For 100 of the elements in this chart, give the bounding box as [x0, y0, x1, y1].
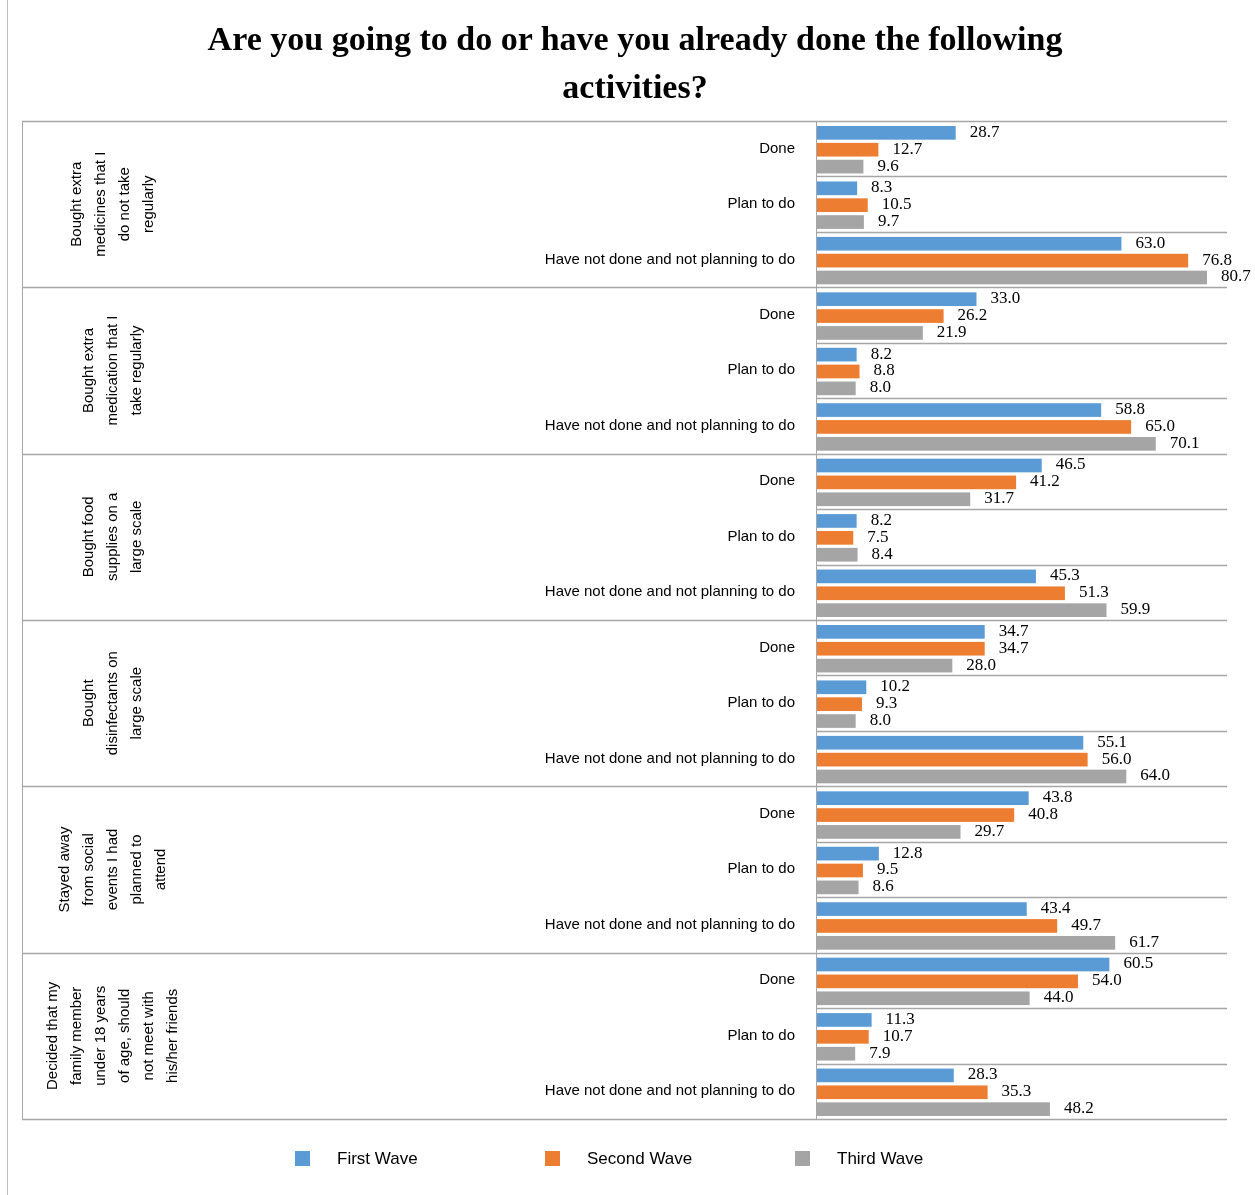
data-label: 44.0 [1043, 987, 1074, 1007]
bar [817, 458, 1042, 473]
bar [817, 403, 1102, 417]
chart-title: Are you going to do or have you already done the following activities? [207, 20, 1063, 105]
data-label: 8.8 [873, 360, 895, 380]
data-label: 7.9 [869, 1042, 891, 1062]
bar [817, 902, 1027, 916]
data-label: 70.1 [1169, 432, 1200, 452]
data-label: 8.6 [872, 876, 894, 896]
data-label: 26.2 [957, 304, 988, 324]
data-label: 49.7 [1071, 914, 1102, 934]
bar [817, 475, 1017, 490]
data-label: 10.2 [880, 676, 911, 696]
data-label: 46.5 [1055, 454, 1086, 474]
y-tick-label: Have not done and not planning to do [544, 249, 795, 267]
bar [817, 253, 1189, 268]
bar [817, 126, 956, 140]
bar [817, 846, 879, 861]
y-tick-label: Plan to do [727, 1025, 795, 1043]
data-label: 11.3 [885, 1008, 915, 1028]
bar [817, 697, 862, 712]
bar [817, 1030, 869, 1044]
bar [817, 364, 860, 379]
data-label: 12.8 [892, 842, 923, 862]
y-axis-title: Bought extra medicines that I do not take regularly [67, 151, 157, 257]
data-label: 58.8 [1115, 398, 1145, 418]
data-label: 61.7 [1129, 931, 1160, 951]
data-label: 59.9 [1120, 599, 1151, 619]
legend-label: Second Wave [587, 1149, 693, 1169]
data-label: 28.7 [969, 121, 1000, 141]
y-tick-label: Done [759, 138, 795, 156]
y-tick-label: Done [759, 637, 795, 655]
data-label: 33.0 [990, 288, 1021, 308]
y-tick-label: Done [759, 804, 795, 822]
bar [817, 641, 985, 656]
bar [817, 142, 879, 157]
data-label: 21.9 [936, 321, 967, 341]
data-label: 43.4 [1040, 897, 1071, 917]
data-label: 60.5 [1123, 953, 1154, 973]
bar [817, 420, 1132, 434]
data-label: 29.7 [974, 820, 1005, 840]
data-label: 12.7 [892, 138, 923, 158]
y-tick-label: Plan to do [727, 360, 795, 378]
data-label: 35.3 [1001, 1081, 1032, 1101]
y-tick-label: Plan to do [727, 859, 795, 877]
data-label: 55.1 [1097, 731, 1128, 751]
y-tick-label: Done [759, 970, 795, 988]
bar [817, 531, 854, 545]
bar [817, 735, 1084, 750]
y-axis-title: Bought extra medication that I take regularly [79, 315, 145, 426]
data-label: 76.8 [1202, 249, 1232, 269]
data-label: 9.5 [876, 859, 899, 879]
data-label: 34.7 [998, 620, 1029, 640]
y-tick-label: Plan to do [727, 526, 795, 544]
data-label: 8.3 [871, 177, 893, 197]
y-tick-label: Have not done and not planning to do [544, 415, 795, 433]
bar [817, 292, 977, 307]
y-axis-title: Stayed away from social events I had planned to attend [55, 826, 169, 913]
bar [817, 791, 1029, 806]
bar [817, 198, 868, 213]
bar [817, 236, 1122, 251]
y-tick-label: Plan to do [727, 693, 795, 711]
bar [817, 919, 1058, 933]
data-label: 34.7 [998, 637, 1029, 657]
data-label: 65.0 [1145, 415, 1175, 435]
bar [817, 586, 1065, 601]
y-axis-title: Bought food supplies on a large scale [79, 491, 145, 582]
y-tick-label: Have not done and not planning to do [544, 582, 795, 600]
legend-label: Third Wave [837, 1149, 924, 1169]
bar [817, 625, 985, 639]
data-label: 80.7 [1221, 266, 1252, 286]
bar [817, 347, 857, 362]
data-label: 63.0 [1135, 232, 1166, 252]
data-label: 8.2 [870, 509, 892, 529]
y-tick-label: Done [759, 305, 795, 323]
bar [817, 181, 858, 196]
bar [817, 680, 867, 695]
bar [817, 974, 1078, 989]
data-label: 10.7 [882, 1025, 913, 1045]
y-tick-label: Have not done and not planning to do [544, 914, 795, 932]
data-label: 7.5 [867, 526, 889, 546]
data-label: 51.3 [1078, 582, 1109, 602]
bar [817, 514, 857, 528]
bar [817, 1013, 872, 1027]
data-label: 56.0 [1101, 748, 1132, 768]
bar [817, 1068, 954, 1083]
data-label: 48.2 [1063, 1098, 1094, 1118]
legend-label: First Wave [337, 1149, 418, 1169]
y-axis-title: Bought disinfectants on large scale [79, 651, 145, 756]
data-label: 41.2 [1030, 471, 1060, 491]
data-label: 31.7 [984, 488, 1015, 508]
y-tick-label: Plan to do [727, 194, 795, 212]
bar [817, 569, 1036, 584]
bar [817, 1085, 988, 1100]
data-label: 28.0 [966, 654, 997, 674]
bar [817, 309, 944, 323]
data-label: 8.4 [871, 543, 894, 563]
bar [817, 808, 1015, 822]
bar [817, 752, 1088, 767]
y-tick-label: Done [759, 471, 795, 489]
